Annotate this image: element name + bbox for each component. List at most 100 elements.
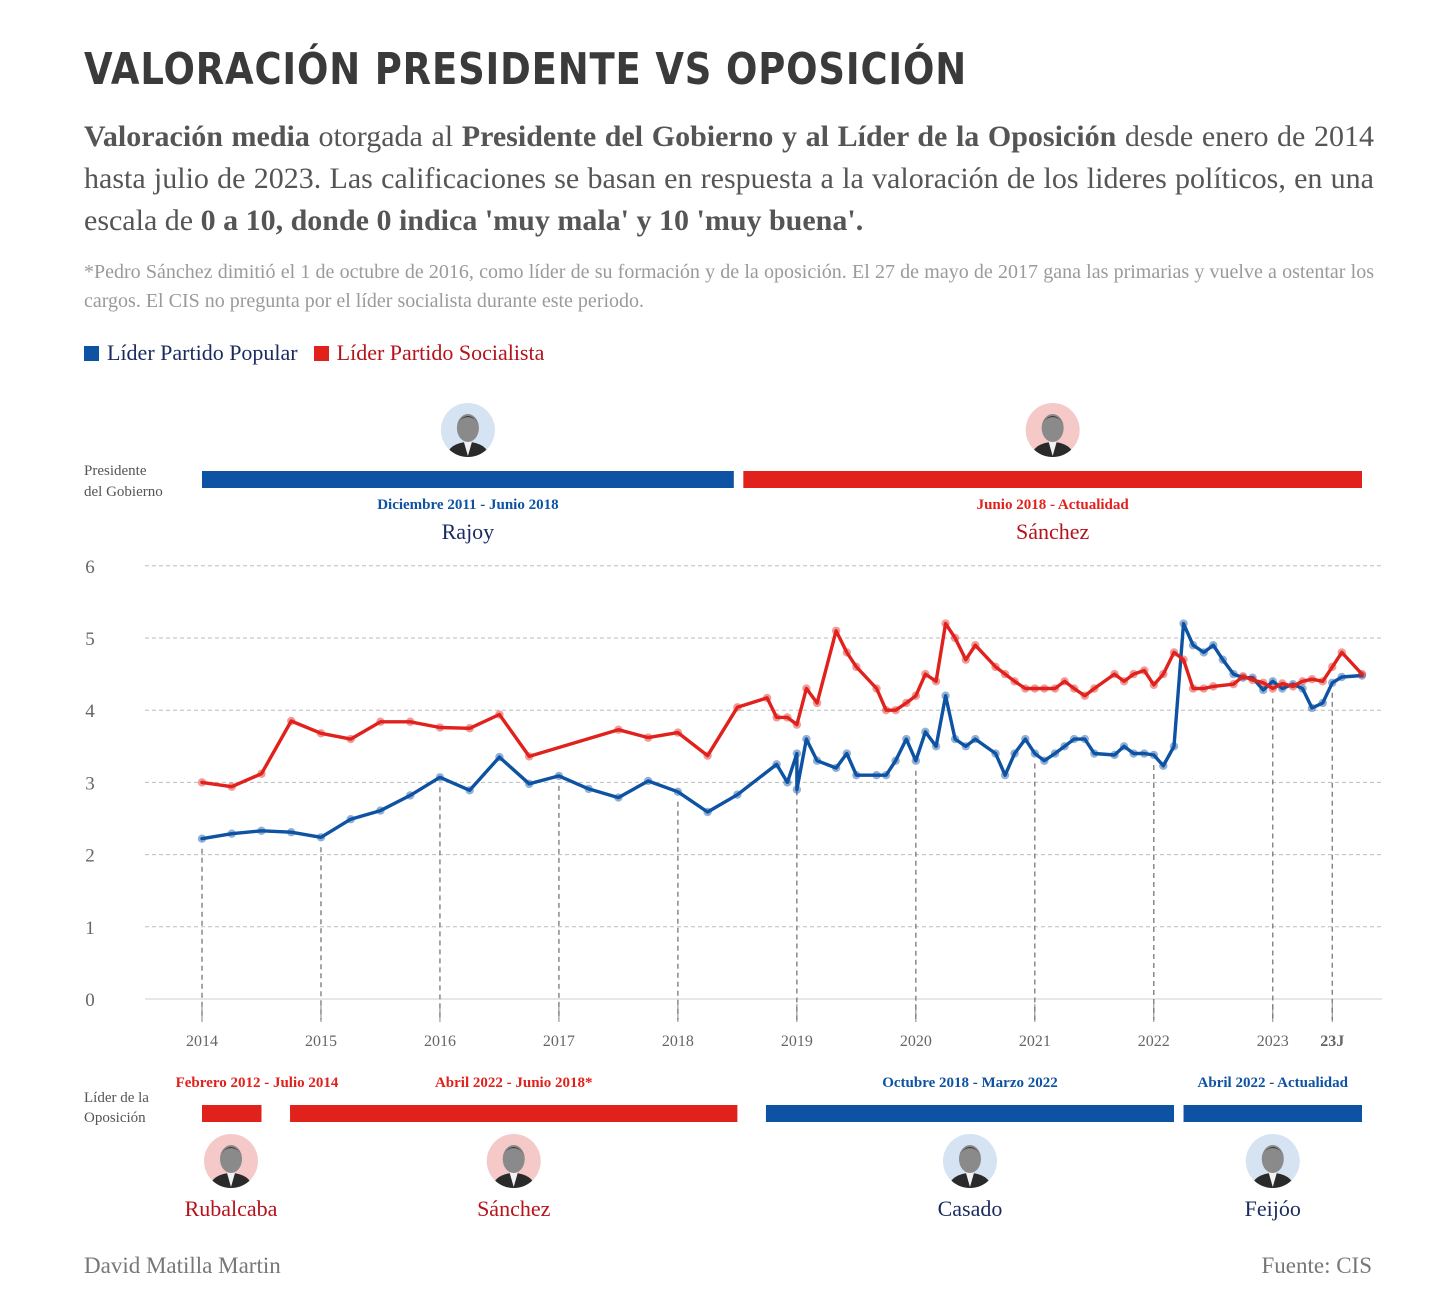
data-point xyxy=(1218,655,1228,664)
data-point xyxy=(991,749,1000,758)
presidente-avatar-1 xyxy=(1025,403,1080,457)
data-point xyxy=(772,713,781,722)
data-point xyxy=(941,691,950,700)
data-point xyxy=(524,752,534,761)
data-point xyxy=(842,648,852,657)
data-point xyxy=(1298,684,1307,693)
data-point xyxy=(891,756,900,765)
legend-swatch-pp xyxy=(84,345,99,361)
oposicion-bar-3 xyxy=(1183,1105,1362,1122)
data-point xyxy=(1010,677,1019,686)
data-point xyxy=(931,742,941,751)
oposicion-range-3: Abril 2022 - Actualidad xyxy=(1198,1075,1349,1091)
data-point xyxy=(1021,734,1030,744)
data-point xyxy=(1259,678,1268,687)
data-point xyxy=(1080,691,1089,700)
data-point xyxy=(1069,734,1079,744)
data-point xyxy=(1040,756,1049,765)
data-point xyxy=(1337,672,1346,682)
x-tick-label: 2020 xyxy=(900,1033,932,1050)
avatar-head xyxy=(456,414,479,442)
data-point xyxy=(802,734,811,744)
data-point xyxy=(1188,684,1198,693)
oposicion-label: Oposición xyxy=(84,1110,146,1126)
data-point xyxy=(1030,749,1040,758)
y-tick-label: 4 xyxy=(85,701,95,722)
avatar-hair xyxy=(1261,1147,1284,1155)
grid-layer xyxy=(145,565,1382,1000)
page-title: VALORACIÓN PRESIDENTE VS OPOSICIÓN xyxy=(84,44,968,95)
subtitle-bold-5: 0 a 10, donde 0 indica 'muy mala' y 10 '… xyxy=(200,204,864,237)
x-tick-label: 2016 xyxy=(424,1033,456,1050)
year-guides xyxy=(201,692,1333,1022)
data-point xyxy=(831,763,841,773)
x-tick-label: 2018 xyxy=(662,1033,694,1050)
x-tick-label: 2015 xyxy=(305,1033,337,1050)
data-point xyxy=(1129,669,1138,679)
subtitle: Valoración media otorgada al Presidente … xyxy=(84,116,1374,242)
x-tick-label: 2022 xyxy=(1138,1033,1170,1050)
data-point xyxy=(406,791,415,800)
data-point xyxy=(1209,641,1218,650)
legend-item-psoe: Líder Partido Socialista xyxy=(313,340,545,366)
data-point xyxy=(435,773,445,782)
data-point xyxy=(1110,750,1119,760)
presidente-bar-1 xyxy=(743,471,1362,488)
data-point xyxy=(941,619,950,628)
data-point xyxy=(891,706,900,715)
data-point xyxy=(287,716,296,726)
data-point xyxy=(495,710,504,719)
presidente-name-0: Rajoy xyxy=(442,519,495,544)
data-point xyxy=(1318,677,1327,686)
oposicion-range-2: Octubre 2018 - Marzo 2022 xyxy=(882,1075,1058,1091)
data-point xyxy=(1328,662,1337,672)
x-tick-label: 2014 xyxy=(186,1033,218,1050)
data-point xyxy=(991,662,1000,672)
presidente-bar-0 xyxy=(202,471,734,488)
data-point xyxy=(881,706,891,715)
data-point xyxy=(1129,749,1138,758)
data-point xyxy=(1030,684,1040,693)
data-point xyxy=(673,787,683,796)
data-point xyxy=(1060,677,1069,686)
data-point xyxy=(971,734,980,744)
data-point xyxy=(852,770,861,780)
data-point xyxy=(1090,684,1099,693)
data-point xyxy=(1040,684,1049,693)
data-point xyxy=(1318,698,1327,708)
data-point xyxy=(1229,669,1238,679)
data-point xyxy=(1307,674,1317,684)
data-point xyxy=(931,677,941,686)
legend-label-psoe: Líder Partido Socialista xyxy=(336,340,545,365)
data-point xyxy=(1149,680,1158,690)
data-point xyxy=(1010,749,1019,758)
data-point xyxy=(316,729,326,738)
data-point xyxy=(733,790,742,799)
data-point xyxy=(971,641,980,650)
x-tick-label: 2019 xyxy=(781,1033,813,1050)
data-point xyxy=(1179,655,1188,664)
data-point xyxy=(1000,669,1010,679)
y-tick-label: 6 xyxy=(85,557,95,578)
presidente-range-1: Junio 2018 - Actualidad xyxy=(977,497,1130,513)
data-point xyxy=(227,782,236,791)
data-point xyxy=(257,826,266,835)
data-point xyxy=(1288,682,1298,691)
data-point xyxy=(1248,675,1257,685)
data-point xyxy=(1307,703,1317,713)
data-point xyxy=(852,662,861,672)
data-point xyxy=(1169,648,1179,657)
footnote: *Pedro Sánchez dimitió el 1 de octubre d… xyxy=(84,261,1374,312)
series-line-1 xyxy=(200,621,1364,789)
avatar-hair xyxy=(502,1147,525,1155)
legend-item-pp: Líder Partido Popular xyxy=(84,340,298,366)
data-point xyxy=(346,734,355,744)
avatar-shirt xyxy=(227,1173,235,1187)
data-point xyxy=(1069,684,1079,693)
avatar-shirt xyxy=(509,1173,518,1187)
data-point xyxy=(733,703,742,712)
data-point xyxy=(772,760,781,769)
avatar-hair xyxy=(1041,416,1064,424)
data-point xyxy=(1268,677,1277,686)
avatar-shirt xyxy=(1048,442,1057,456)
